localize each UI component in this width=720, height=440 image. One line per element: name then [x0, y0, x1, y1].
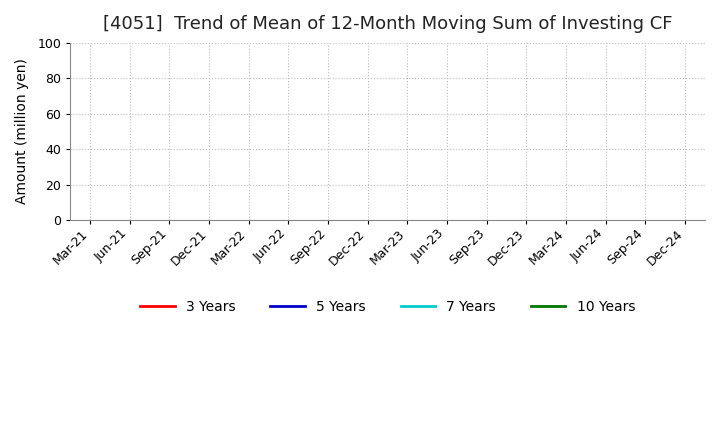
Legend: 3 Years, 5 Years, 7 Years, 10 Years: 3 Years, 5 Years, 7 Years, 10 Years — [135, 294, 641, 319]
Y-axis label: Amount (million yen): Amount (million yen) — [15, 59, 29, 205]
Title: [4051]  Trend of Mean of 12-Month Moving Sum of Investing CF: [4051] Trend of Mean of 12-Month Moving … — [103, 15, 672, 33]
